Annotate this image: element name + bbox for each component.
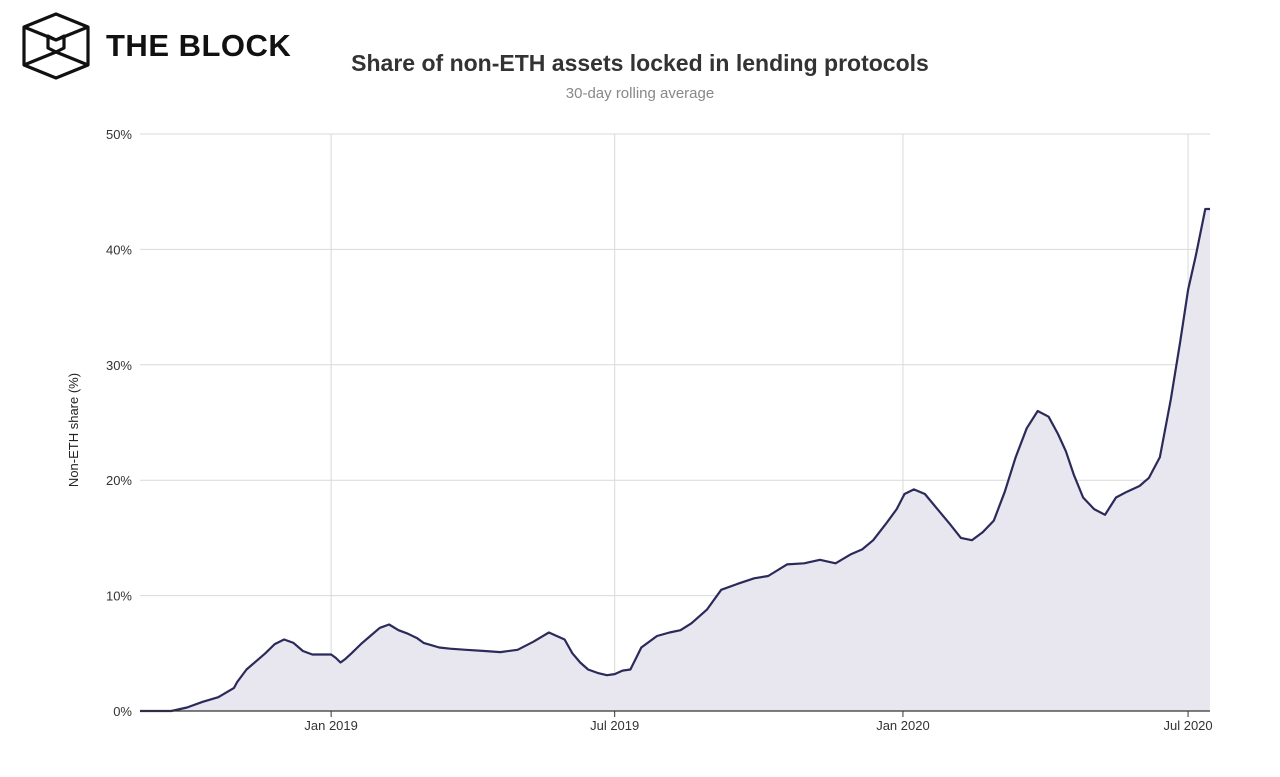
chart-subtitle: 30-day rolling average xyxy=(565,85,715,102)
x-tick-label: Jan 2020 xyxy=(876,718,930,733)
series-line xyxy=(140,207,1210,713)
brand-name: THE BLOCK xyxy=(106,28,292,63)
x-tick-label: Jul 2019 xyxy=(590,718,639,733)
y-tick-label: 10% xyxy=(106,589,132,604)
y-axis-title: Non-ETH share (%) xyxy=(66,373,81,487)
x-tick-label: Jan 2019 xyxy=(304,718,358,733)
y-tick-label: 30% xyxy=(106,358,132,373)
y-tick-label: 40% xyxy=(106,242,132,257)
y-tick-label: 50% xyxy=(106,127,132,142)
cube-icon xyxy=(22,12,90,80)
series-area xyxy=(140,209,1210,711)
chart-title: Share of non-ETH assets locked in lendin… xyxy=(351,50,929,76)
y-tick-label: 20% xyxy=(106,473,132,488)
grid xyxy=(140,133,1210,717)
x-axis-tick-labels: Jan 2019 Jul 2019 Jan 2020 Jul 2020 xyxy=(304,718,1212,733)
y-axis-tick-labels: 0% 10% 20% 30% 40% 50% xyxy=(106,127,132,719)
the-block-logo xyxy=(22,12,90,80)
y-tick-label: 0% xyxy=(113,704,132,719)
x-tick-label: Jul 2020 xyxy=(1163,718,1212,733)
